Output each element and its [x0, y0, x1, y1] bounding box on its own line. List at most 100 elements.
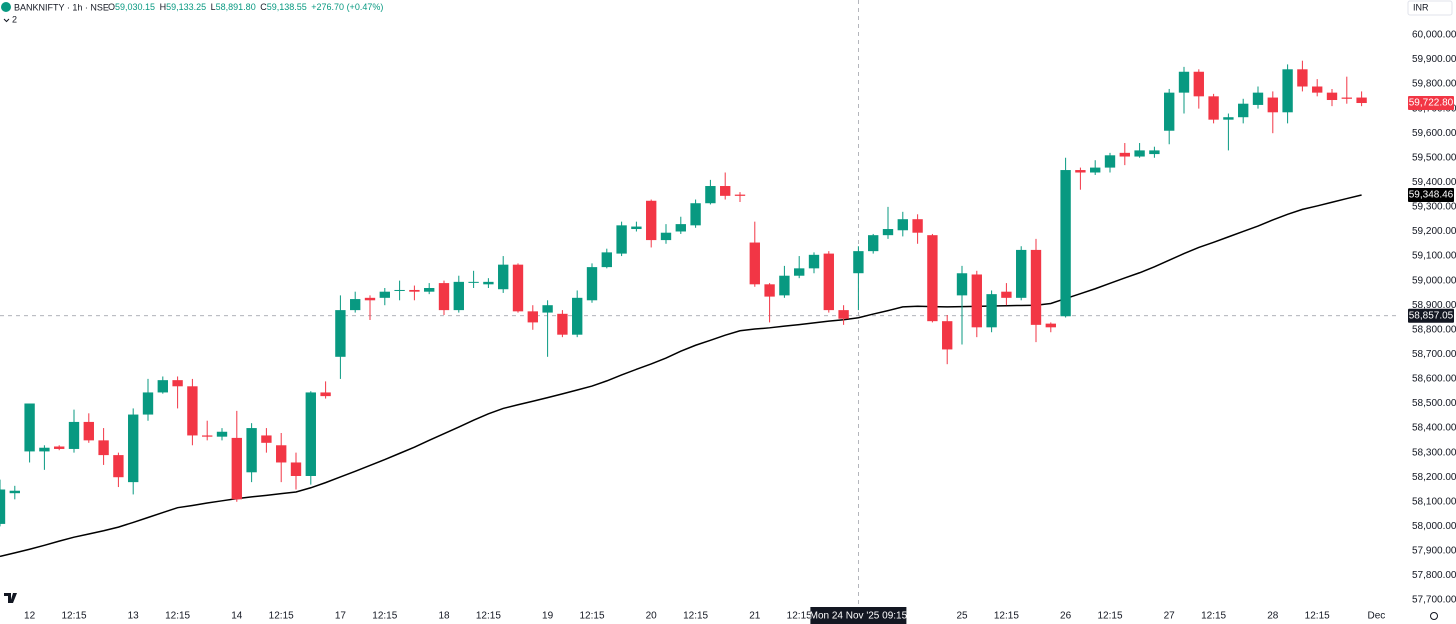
x-tick-label: 12:15: [994, 611, 1019, 622]
candle-body: [468, 281, 479, 283]
candle-body: [557, 313, 568, 335]
y-tick-label: 58,700.00: [1412, 349, 1456, 360]
y-tick-label: 58,100.00: [1412, 496, 1456, 507]
price-label-box: [1408, 188, 1454, 203]
ohlc-value: 59,030.15: [115, 2, 155, 12]
x-tick-label: Dec: [1368, 611, 1386, 622]
candle-body: [527, 311, 538, 323]
candle-body: [453, 281, 464, 311]
ohlc-key: O: [108, 2, 115, 12]
y-tick-label: 59,000.00: [1412, 275, 1456, 286]
candle-body: [1252, 92, 1264, 105]
currency[interactable]: INR: [1413, 2, 1429, 12]
candle-body: [1119, 152, 1130, 157]
candle-body: [305, 392, 316, 476]
candle-body: [1178, 71, 1190, 93]
y-tick-label: 59,900.00: [1412, 54, 1456, 65]
y-tick-label: 59,100.00: [1412, 251, 1456, 262]
crosshair-price-label: 58,857.05: [1409, 310, 1454, 321]
y-tick-label: 59,200.00: [1412, 226, 1456, 237]
x-tick-label: 18: [438, 611, 450, 622]
candle-body: [986, 294, 997, 328]
candle-body: [823, 253, 834, 311]
candle-body: [853, 251, 864, 274]
candle-body: [1193, 71, 1204, 97]
moving-average: [0, 194, 1362, 558]
settings-icon[interactable]: [1430, 612, 1438, 620]
indicator-count[interactable]: 2: [12, 14, 17, 24]
x-tick-label: 17: [335, 611, 347, 622]
candle-body: [808, 254, 820, 269]
x-tick-label: 12:15: [1305, 611, 1330, 622]
candle-body: [290, 462, 302, 476]
candle-body: [202, 435, 213, 437]
candle-body: [1208, 96, 1219, 120]
candle-body: [1356, 97, 1367, 104]
candle-body: [1104, 155, 1116, 168]
x-tick-label: 12:15: [476, 611, 501, 622]
candle-body: [68, 421, 80, 449]
candle-body: [1016, 249, 1027, 298]
candle-body: [128, 414, 139, 483]
currency-box[interactable]: [1407, 0, 1453, 16]
x-tick-label: 12:15: [787, 611, 812, 622]
x-tick-label: 12:15: [1201, 611, 1226, 622]
x-tick-label: 19: [542, 611, 554, 622]
y-tick-label: 59,600.00: [1412, 128, 1456, 139]
collapse-icon[interactable]: [3, 18, 10, 23]
candle-body: [1045, 323, 1056, 328]
candle-body: [705, 186, 716, 204]
y-tick-label: 58,500.00: [1412, 398, 1456, 409]
price-label: 59,348.46: [1409, 190, 1454, 201]
symbol: BANKNIFTY · 1h · NSE: [14, 2, 109, 12]
candle-body: [882, 229, 894, 236]
x-tick-label: 26: [1060, 611, 1072, 622]
candle-body: [276, 445, 287, 463]
y-tick-label: 58,300.00: [1412, 447, 1456, 458]
x-tick-label: 12:15: [269, 611, 294, 622]
ohlc-value: 59,138.55: [267, 2, 307, 12]
x-tick-label: 14: [231, 611, 243, 622]
candle-body: [720, 186, 731, 196]
candle-body: [868, 235, 879, 252]
logo[interactable]: [4, 593, 17, 603]
candle-body: [1341, 97, 1352, 99]
x-tick-label: 12:15: [61, 611, 86, 622]
candle-body: [779, 275, 790, 296]
candle-body: [1326, 92, 1338, 101]
candle-body: [394, 289, 405, 291]
price-label-box: [1408, 96, 1454, 111]
x-tick-label: 25: [956, 611, 968, 622]
ohlc-value: 58,891.80: [216, 2, 256, 12]
candle-body: [483, 281, 494, 285]
candle-body: [572, 297, 583, 335]
symbol-icon: [1, 2, 11, 12]
x-tick-label: 21: [749, 611, 761, 622]
candle-body: [39, 447, 50, 452]
y-tick-label: 58,900.00: [1412, 300, 1456, 311]
candle-body: [246, 428, 257, 473]
candle-body: [1060, 170, 1071, 317]
x-tick-label: 12:15: [579, 611, 604, 622]
candle-body: [912, 219, 923, 233]
candle-body: [660, 232, 672, 241]
candle-body: [83, 421, 94, 441]
y-tick-label: 59,800.00: [1412, 79, 1456, 90]
candle-body: [690, 203, 701, 226]
y-tick-label: 60,000.00: [1412, 30, 1456, 41]
candle-body: [1282, 69, 1293, 113]
y-tick-label: 58,800.00: [1412, 324, 1456, 335]
candle-body: [1164, 92, 1175, 131]
x-tick-label: 27: [1164, 611, 1176, 622]
candle-body: [616, 225, 627, 254]
candle-body: [1134, 150, 1145, 157]
candle-body: [942, 321, 953, 350]
y-tick-label: 58,200.00: [1412, 472, 1456, 483]
candle-body: [1149, 150, 1160, 155]
candle-body: [675, 224, 686, 232]
candle-body: [1267, 97, 1278, 113]
candle-body: [54, 446, 65, 449]
candle-body: [1090, 167, 1101, 173]
